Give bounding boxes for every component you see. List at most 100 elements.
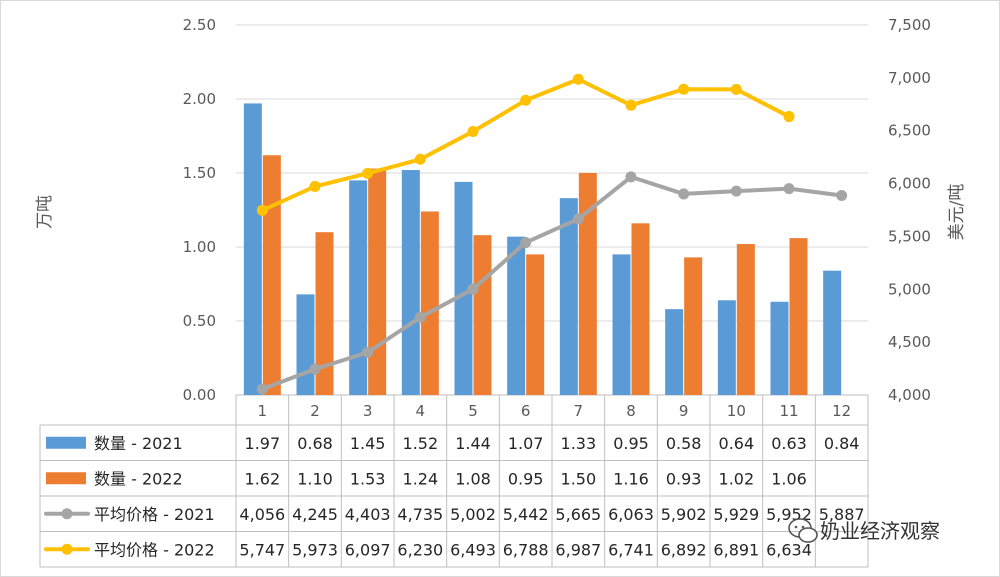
x-tick-label: 1 [258,402,268,420]
table-cell: 6,063 [608,505,654,524]
bar [736,244,755,395]
table-cell: 6,987 [555,540,601,559]
x-tick-label: 12 [832,402,851,420]
table-cell: 1.08 [455,469,491,488]
y-tick-right: 7,500 [888,16,931,34]
table-cell: 0.58 [666,434,702,453]
table-cell: 1.33 [561,434,597,453]
bar [420,211,439,395]
line-point [572,213,584,225]
y-tick-left: 2.50 [183,16,216,34]
x-tick-label: 11 [779,402,798,420]
line-point [414,153,426,165]
y-axis-right-title: 美元/吨 [947,184,967,241]
line-point [783,111,795,123]
watermark: 奶业经济观察 [788,518,940,543]
series-line [260,174,844,392]
table-cell: 5,747 [239,540,285,559]
bar [526,254,545,395]
line-point [520,237,532,249]
line-point [730,83,742,95]
table-cell: 1.06 [771,469,807,488]
bar [262,155,281,395]
legend-row: 平均价格 - 2021 [44,505,215,524]
table-cell: 1.24 [403,469,439,488]
line-point [730,185,742,197]
line-point [572,73,584,85]
legend-marker [61,543,73,555]
table-cell: 1.62 [245,469,281,488]
line-point [625,171,637,183]
table-cell: 1.44 [455,434,491,453]
line-point [414,311,426,323]
bar [349,180,368,395]
axis-ticks: 0.00 0.50 1.00 1.50 2.00 2.50 4,000 4,500 5,000 5… [183,16,931,420]
table-cell: 5,902 [661,505,707,524]
table-cell: 6,788 [503,540,549,559]
bar [507,236,526,395]
table-cell: 1.50 [561,469,597,488]
bar [454,181,473,395]
line-point [625,99,637,111]
bars [243,103,842,395]
table-cell: 0.63 [771,434,807,453]
bar [770,301,789,395]
line-point [678,83,690,95]
line-point [256,204,268,216]
legend-label: 数量 - 2021 [94,434,183,453]
bar [717,300,736,395]
table-cell: 1.02 [719,469,755,488]
line-point [783,183,795,195]
line-point [467,125,479,137]
y-axis-left-title: 万吨 [35,195,55,229]
lines [256,73,848,395]
table-cell: 0.95 [508,469,544,488]
bar [665,309,684,395]
table-cell: 4,245 [292,505,338,524]
watermark-text: 奶业经济观察 [820,519,940,543]
table-cell: 6,230 [397,540,443,559]
legend-label: 平均价格 - 2022 [94,540,215,559]
y-tick-left: 0.00 [183,386,216,404]
table-cell: 5,002 [450,505,496,524]
legend-label: 数量 - 2022 [94,469,183,488]
line-point [678,188,690,200]
bar [296,294,315,395]
table-cell: 6,892 [661,540,707,559]
line-point [836,190,848,202]
y-tick-left: 2.00 [183,90,216,108]
table-cell: 1.07 [508,434,544,453]
table-cell: 1.10 [297,469,333,488]
y-tick-right: 5,000 [888,280,931,298]
legend-swatch [46,472,86,485]
table-cell: 6,493 [450,540,496,559]
bar [631,223,650,395]
bar [473,235,492,395]
table-cell: 1.52 [403,434,439,453]
table-cell: 0.68 [297,434,333,453]
table-cell: 1.16 [613,469,649,488]
table-cell: 0.95 [613,434,649,453]
line-point [362,167,374,179]
line-point [362,346,374,358]
line-point [309,180,321,192]
line-point [467,283,479,295]
bar [243,103,262,395]
x-tick-label: 4 [416,402,426,420]
y-tick-right: 5,500 [888,227,931,245]
table-cell: 5,973 [292,540,338,559]
table-cell: 0.84 [824,434,860,453]
table-cell: 6,891 [713,540,759,559]
gridlines [236,24,868,322]
x-tick-label: 9 [679,402,689,420]
legend-row: 数量 - 2021 [46,434,183,453]
legend-marker [61,508,73,520]
line-point [520,94,532,106]
y-tick-right: 4,000 [888,386,931,404]
table-cell: 6,741 [608,540,654,559]
y-tick-left: 0.50 [183,312,216,330]
y-tick-right: 6,000 [888,175,931,193]
legend-row: 平均价格 - 2022 [44,540,215,559]
x-tick-label: 7 [574,402,584,420]
